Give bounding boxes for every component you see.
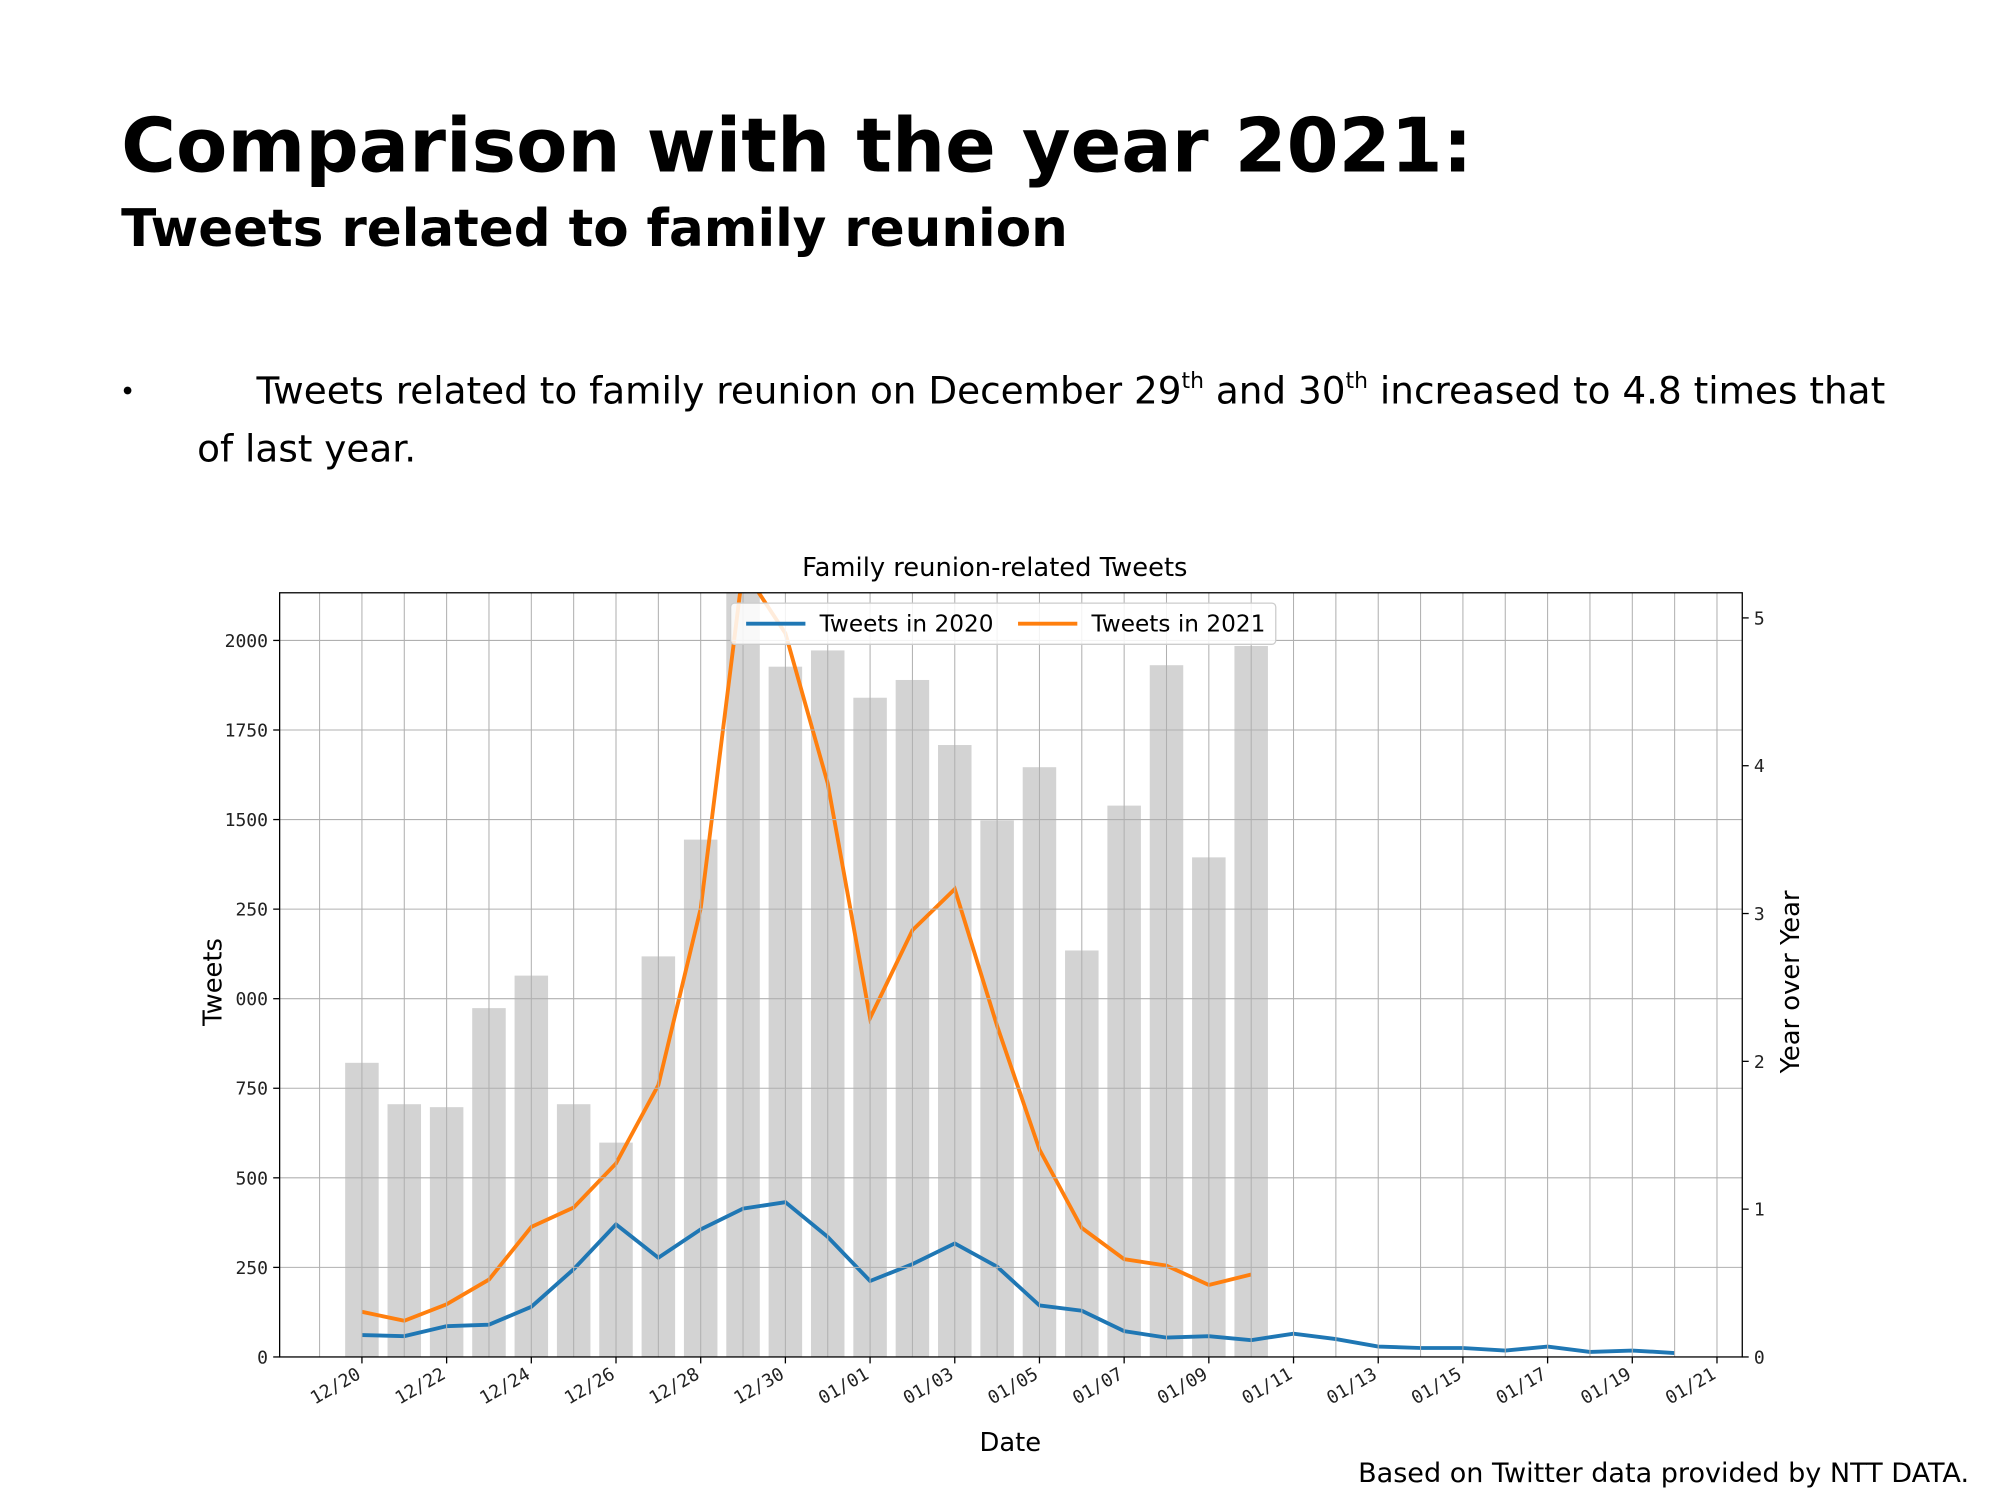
x-tick-label: 12/30 [730,1364,788,1409]
y-tick-label: 000 [235,989,268,1010]
bullet-line: Tweets related to family reunion on Dece… [197,368,1921,412]
x-tick-label: 01/17 [1493,1364,1551,1409]
y-tick-label: 750 [235,1079,268,1100]
y-tick-label: 250 [235,900,268,921]
x-tick-label: 01/05 [984,1364,1042,1409]
y2-tick-label: 1 [1754,1200,1765,1221]
bullet-text: increased to 4.8 times that [1368,368,1885,412]
x-tick-label: 01/19 [1577,1364,1635,1409]
bullet-sup: th [1346,369,1368,394]
bullet-text: and 30 [1204,368,1346,412]
x-axis-label: Date [980,1428,1042,1458]
bullet-text: Tweets related to family reunion on Dece… [256,368,1182,412]
slide-title: Comparison with the year 2021: [121,102,1472,189]
x-tick-label: 01/11 [1239,1364,1297,1409]
y-tick-label: 250 [235,1258,268,1279]
bullet-dot [123,386,132,395]
bullet-line: of last year. [197,426,416,470]
source-note: Based on Twitter data provided by NTT DA… [1358,1458,1969,1489]
slide-subtitle: Tweets related to family reunion [121,199,1068,259]
x-tick-label: 12/22 [392,1364,450,1409]
y-axis-label: Tweets [199,938,229,1027]
x-tick-label: 01/13 [1323,1364,1381,1409]
x-tick-label: 12/24 [476,1364,534,1409]
y2-tick-label: 4 [1754,756,1765,777]
legend-label: Tweets in 2020 [819,610,994,637]
bullet-sup: th [1182,369,1204,394]
legend-box [730,602,1277,645]
plot-area [345,592,1675,1357]
line-series [361,1200,1675,1355]
plot-frame [278,592,1743,1358]
line-series [361,592,1252,1323]
x-tick-label: 12/20 [307,1364,365,1409]
y2-tick-label: 2 [1754,1052,1765,1073]
y2-tick-label: 0 [1754,1347,1765,1368]
y-tick-label: 1750 [225,720,268,741]
x-tick-label: 01/09 [1154,1364,1212,1409]
x-tick-label: 01/03 [900,1364,958,1409]
chart-title: Family reunion-related Tweets [802,553,1187,583]
x-tick-label: 01/07 [1069,1364,1127,1409]
y-tick-label: 0 [257,1347,268,1368]
x-tick-label: 01/15 [1408,1364,1466,1409]
y-tick-label: 2000 [225,631,268,652]
y-tick-label: 500 [235,1168,268,1189]
x-tick-label: 01/01 [815,1364,873,1409]
x-tick-label: 12/28 [646,1364,704,1409]
y2-tick-label: 5 [1754,608,1765,629]
x-tick-label: 12/26 [561,1364,619,1409]
y2-tick-label: 3 [1754,904,1765,925]
legend-label: Tweets in 2021 [1090,610,1265,637]
y2-axis-label: Year over Year [1776,890,1806,1074]
x-tick-label: 01/21 [1662,1364,1720,1409]
y-tick-label: 1500 [225,810,268,831]
